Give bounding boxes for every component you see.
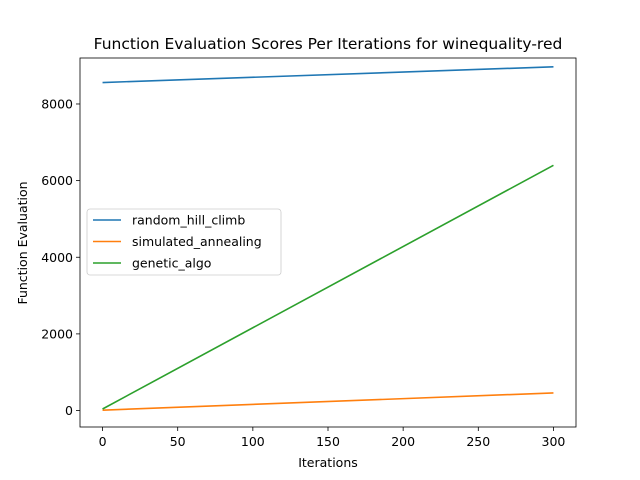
x-tick-label: 200 [391,434,415,449]
x-tick-label: 50 [170,434,186,449]
series-line-0 [102,66,554,84]
y-tick-label: 6000 [41,173,73,188]
x-tick-label: 300 [542,434,566,449]
x-axis-title: Iterations [298,455,358,470]
x-tick-label: 250 [466,434,490,449]
chart-title: Function Evaluation Scores Per Iteration… [94,35,563,53]
series-line-1 [102,392,554,411]
x-tick-label: 100 [241,434,265,449]
legend-label-2: genetic_algo [132,256,211,271]
y-tick-label: 4000 [41,250,73,265]
y-tick-label: 2000 [41,326,73,341]
x-tick-label: 150 [316,434,340,449]
legend-box [86,208,282,276]
x-tick-label: 0 [99,434,107,449]
y-tick-label: 8000 [41,96,73,111]
y-tick-label: 0 [65,403,73,418]
legend-label-1: simulated_annealing [132,234,262,249]
legend-label-0: random_hill_climb [132,213,245,228]
legend: random_hill_climb simulated_annealinggene… [86,208,282,276]
x-axis: 0 50 100 150 200 250 300 [99,427,566,449]
y-axis-title: Function Evaluation [15,181,30,304]
y-axis: 0 2000 4000 6000 8000 [41,96,80,418]
series-line-2 [102,164,554,410]
plot-lines [102,66,554,411]
